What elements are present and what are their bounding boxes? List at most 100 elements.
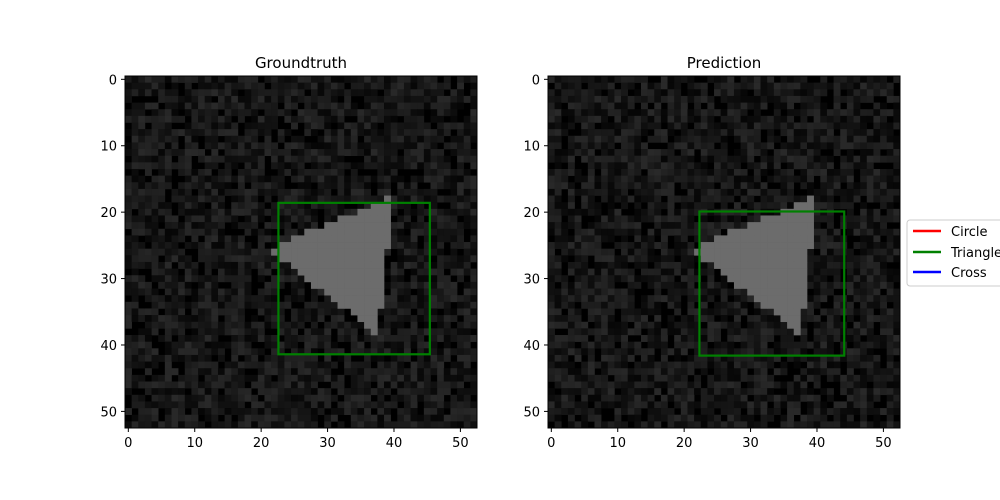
noise-pixel <box>423 76 431 83</box>
noise-pixel <box>614 328 622 336</box>
noise-pixel <box>780 195 788 203</box>
noise-pixel <box>554 235 562 243</box>
noise-pixel <box>211 175 219 183</box>
noise-pixel <box>204 188 212 196</box>
noise-pixel <box>614 301 622 309</box>
noise-pixel <box>581 242 589 249</box>
noise-pixel <box>304 315 312 323</box>
noise-pixel <box>437 348 445 356</box>
noise-pixel <box>470 89 478 97</box>
noise-pixel <box>237 155 245 163</box>
noise-pixel <box>720 149 728 156</box>
noise-pixel <box>231 95 239 103</box>
noise-pixel <box>330 175 338 183</box>
noise-pixel <box>264 95 272 103</box>
noise-pixel <box>587 82 595 90</box>
noise-pixel <box>873 168 881 176</box>
noise-pixel <box>191 401 199 409</box>
noise-pixel <box>470 408 478 416</box>
noise-pixel <box>660 129 668 137</box>
noise-pixel <box>654 321 662 329</box>
noise-pixel <box>813 381 821 389</box>
noise-pixel <box>893 328 901 336</box>
noise-pixel <box>621 102 628 110</box>
noise-pixel <box>310 202 318 210</box>
noise-pixel <box>184 361 192 369</box>
noise-pixel <box>330 155 338 163</box>
noise-pixel <box>437 281 445 289</box>
noise-pixel <box>204 129 212 137</box>
noise-pixel <box>457 255 465 263</box>
noise-pixel <box>687 354 695 362</box>
noise-pixel <box>191 208 199 216</box>
shape-pixel <box>350 275 358 283</box>
noise-pixel <box>880 281 888 289</box>
noise-pixel <box>284 222 292 230</box>
noise-pixel <box>158 354 166 362</box>
noise-pixel <box>125 301 132 309</box>
noise-pixel <box>463 401 471 409</box>
noise-pixel <box>853 348 861 356</box>
noise-pixel <box>131 248 139 256</box>
noise-pixel <box>423 401 431 409</box>
noise-pixel <box>470 348 478 356</box>
noise-pixel <box>178 328 186 336</box>
noise-pixel <box>370 109 378 117</box>
noise-pixel <box>846 175 854 183</box>
noise-pixel <box>647 135 655 143</box>
noise-pixel <box>211 76 219 83</box>
shape-pixel <box>330 235 338 243</box>
noise-pixel <box>257 182 265 190</box>
noise-pixel <box>687 301 695 309</box>
noise-pixel <box>284 408 292 416</box>
noise-pixel <box>720 374 728 382</box>
noise-pixel <box>357 82 365 90</box>
noise-pixel <box>680 288 688 296</box>
shape-pixel <box>364 321 372 329</box>
noise-pixel <box>607 341 615 349</box>
noise-pixel <box>601 401 609 409</box>
noise-pixel <box>317 162 325 170</box>
noise-pixel <box>621 95 628 103</box>
noise-pixel <box>893 162 901 170</box>
noise-pixel <box>384 321 391 329</box>
noise-pixel <box>667 255 675 263</box>
noise-pixel <box>753 421 761 429</box>
noise-pixel <box>687 115 695 123</box>
noise-pixel <box>714 361 721 369</box>
noise-pixel <box>893 109 901 117</box>
noise-pixel <box>297 408 305 416</box>
noise-pixel <box>291 388 298 396</box>
noise-pixel <box>430 394 438 402</box>
noise-pixel <box>826 348 834 356</box>
noise-pixel <box>437 195 445 203</box>
noise-pixel <box>364 202 372 210</box>
noise-pixel <box>244 155 252 163</box>
noise-pixel <box>251 155 259 163</box>
noise-pixel <box>807 95 814 103</box>
noise-pixel <box>178 335 186 342</box>
noise-pixel <box>284 394 292 402</box>
noise-pixel <box>621 76 628 83</box>
noise-pixel <box>330 129 338 137</box>
noise-pixel <box>807 129 814 137</box>
noise-pixel <box>647 228 655 236</box>
noise-pixel <box>397 129 405 137</box>
noise-pixel <box>587 89 595 97</box>
shape-pixel <box>357 308 365 316</box>
noise-pixel <box>601 129 609 137</box>
noise-pixel <box>621 135 628 143</box>
noise-pixel <box>654 388 662 396</box>
noise-pixel <box>840 408 848 416</box>
noise-pixel <box>271 408 279 416</box>
noise-pixel <box>614 421 622 429</box>
noise-pixel <box>198 155 205 163</box>
noise-pixel <box>277 95 285 103</box>
shape-pixel <box>370 308 378 316</box>
shape-pixel <box>344 261 352 269</box>
noise-pixel <box>310 149 318 156</box>
noise-pixel <box>846 348 854 356</box>
noise-pixel <box>700 354 708 362</box>
noise-pixel <box>271 381 279 389</box>
noise-pixel <box>574 268 582 276</box>
